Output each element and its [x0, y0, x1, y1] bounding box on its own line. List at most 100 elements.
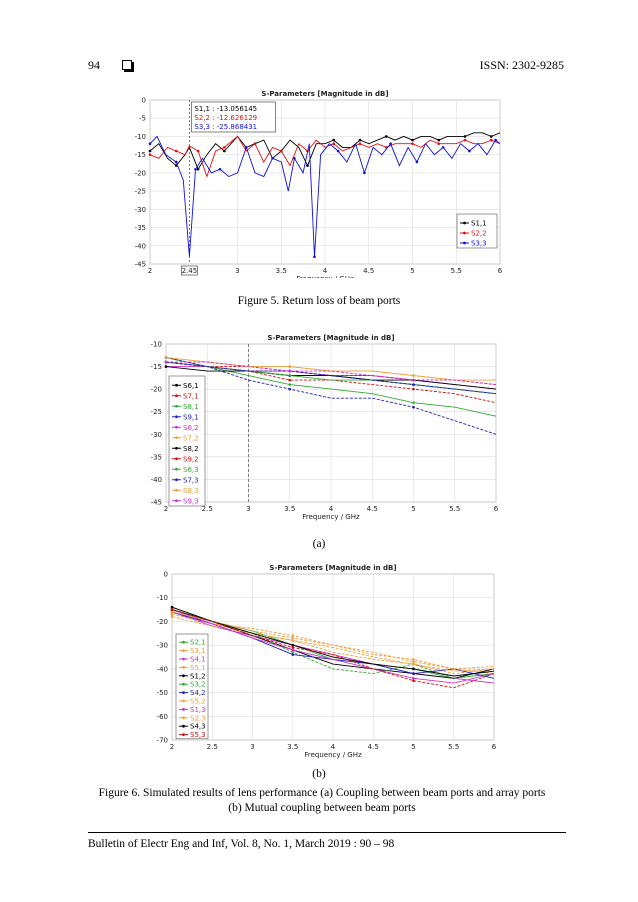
y-tick-label: -10: [157, 594, 168, 602]
series-point: [412, 405, 415, 409]
series-point: [412, 374, 415, 377]
series-point: [489, 138, 493, 142]
x-tick-label: 4: [323, 267, 328, 275]
y-tick-label: -45: [135, 261, 146, 269]
series-point: [223, 149, 226, 153]
x-tick-label: 6: [492, 743, 497, 751]
series-point: [306, 164, 309, 167]
series-point: [468, 149, 471, 153]
series-point: [363, 171, 366, 175]
x-tick-label: 6: [498, 267, 503, 275]
y-tick-label: -15: [151, 363, 162, 371]
series-point: [412, 387, 415, 391]
page-number: 94: [88, 58, 100, 72]
y-tick-label: -30: [157, 642, 168, 650]
series-point: [170, 613, 174, 616]
x-axis-label: Frequency / GHz: [302, 513, 360, 521]
y-tick-label: -40: [135, 242, 146, 250]
footer-rule: [88, 832, 566, 833]
legend-entry: S1,2: [190, 672, 206, 680]
x-tick-label: 4: [331, 743, 336, 751]
series-point: [196, 167, 200, 171]
legend-entry: S7,1: [183, 392, 199, 400]
y-tick-label: -5: [139, 115, 146, 123]
x-tick-label: 5.5: [449, 505, 460, 513]
legend-marker: [182, 699, 185, 703]
x-tick-label: 5.5: [451, 267, 462, 275]
series-point: [437, 138, 441, 142]
series-line-S2-2: [149, 135, 501, 178]
series-point: [170, 615, 174, 618]
series-point: [291, 636, 295, 640]
series-line-S2-3: [171, 611, 495, 670]
series-point: [412, 679, 415, 683]
y-tick-label: -10: [151, 341, 162, 349]
legend-marker: [175, 446, 178, 450]
x-tick-label: 5: [411, 743, 415, 751]
series-line-S5-3: [171, 609, 495, 689]
series-line-S7-3: [165, 361, 497, 395]
series-point: [412, 383, 415, 386]
series-point: [336, 149, 340, 153]
series-point: [489, 135, 493, 138]
legend-marker: [182, 674, 185, 678]
x-axis-label: Frequency / GHz: [296, 275, 354, 278]
marker-x-box: [181, 265, 198, 276]
series-point: [288, 378, 292, 382]
series-point: [412, 662, 415, 666]
legend-marker: [182, 666, 185, 669]
series-point: [288, 365, 292, 368]
series-point: [412, 660, 415, 664]
y-tick-label: -60: [157, 713, 168, 721]
legend-entry: S8,2: [183, 445, 199, 453]
series-line-S1-3: [171, 609, 495, 684]
series-point: [313, 255, 316, 259]
legend-entry: S4,1: [190, 656, 206, 664]
series-point: [279, 149, 283, 153]
figure-5-caption: Figure 5. Return loss of beam ports: [237, 295, 401, 307]
y-tick-label: -20: [151, 386, 162, 394]
series-point: [148, 142, 152, 146]
y-tick-label: -20: [135, 169, 146, 177]
x-tick-label: 2: [148, 267, 152, 275]
series-point: [291, 634, 295, 637]
chart-title: S-Parameters [Magnitude in dB]: [267, 334, 394, 342]
series-point: [148, 153, 152, 156]
series-point: [253, 142, 257, 146]
series-point: [332, 142, 336, 146]
series-line-S8-2: [165, 366, 497, 390]
y-tick-label: -35: [135, 224, 146, 232]
legend-entry: S2,1: [190, 639, 206, 647]
series-line-S3-3: [149, 135, 501, 257]
x-axis-label: Frequency / GHz: [304, 751, 362, 759]
series-point: [332, 138, 336, 142]
series-point: [170, 608, 174, 611]
series-point: [415, 160, 419, 164]
series-point: [437, 142, 441, 146]
x-tick-label: 2: [170, 743, 174, 751]
legend-entry: S3,1: [190, 647, 206, 655]
legend-entry: S8,3: [183, 487, 199, 495]
legend-marker: [175, 499, 178, 503]
x-tick-label: 2.5: [207, 743, 218, 751]
series-point: [174, 160, 178, 164]
series-point: [164, 360, 168, 364]
series-point: [441, 146, 445, 149]
series-point: [288, 374, 292, 377]
series-point: [223, 146, 226, 149]
legend-marker: [463, 221, 466, 225]
marker-value: S3,3 : -25.868431: [194, 123, 257, 131]
legend-marker: [182, 724, 185, 728]
legend-marker: [463, 241, 466, 245]
series-point: [411, 138, 414, 142]
x-tick-label: 4.5: [367, 505, 378, 513]
series-point: [288, 387, 292, 391]
legend-entry: S9,2: [183, 455, 199, 463]
legend-entry: S1,1: [471, 220, 487, 228]
series-point: [271, 157, 274, 160]
checkbox-icon: [122, 60, 132, 70]
series-point: [164, 365, 168, 368]
x-tick-label: 2: [164, 505, 168, 513]
legend-marker: [182, 733, 185, 736]
x-tick-label: 5: [411, 505, 415, 513]
